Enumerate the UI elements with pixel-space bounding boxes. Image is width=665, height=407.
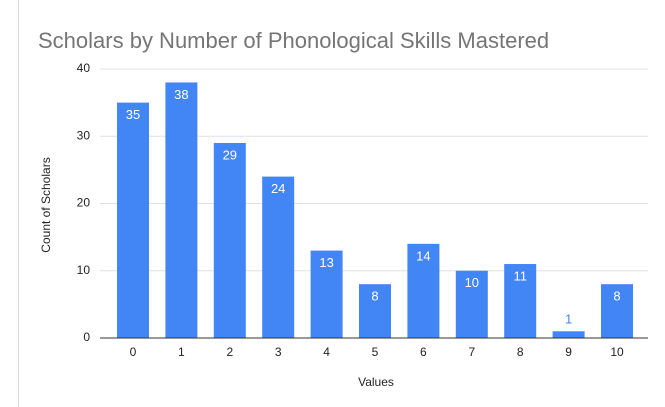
x-tick-label: 7	[468, 345, 475, 359]
data-label: 11	[513, 268, 527, 283]
y-tick-label: 30	[77, 128, 91, 142]
x-tick-label: 4	[323, 345, 330, 359]
data-label: 38	[174, 87, 188, 102]
x-tick-label: 9	[565, 345, 572, 359]
bar	[601, 284, 633, 338]
data-label: 10	[465, 275, 479, 290]
x-axis-label: Values	[358, 375, 394, 389]
data-label: 29	[223, 147, 237, 162]
y-tick-label: 0	[83, 330, 90, 344]
x-tick-label: 0	[130, 345, 137, 359]
data-label: 1	[565, 312, 572, 327]
data-label: 8	[613, 289, 620, 304]
bar	[165, 82, 198, 338]
data-label: 24	[271, 181, 285, 196]
data-label: 8	[371, 289, 378, 304]
bar	[359, 284, 391, 338]
data-label: 13	[319, 255, 333, 270]
x-tick-label: 10	[610, 345, 624, 359]
bar	[504, 264, 537, 338]
data-label: 35	[126, 107, 140, 122]
bar	[455, 270, 488, 338]
x-tick-label: 5	[372, 345, 379, 359]
chart-title: Scholars by Number of Phonological Skill…	[38, 28, 549, 53]
x-tick-label: 8	[517, 345, 524, 359]
bar	[117, 102, 149, 338]
bar	[262, 176, 295, 338]
y-tick-label: 10	[77, 263, 91, 277]
y-axis-label: Count of Scholars	[39, 157, 53, 252]
x-tick-label: 3	[275, 345, 282, 359]
y-tick-label: 40	[77, 61, 91, 75]
bar	[407, 243, 440, 338]
data-label: 14	[416, 248, 430, 263]
x-tick-label: 1	[178, 345, 185, 359]
y-tick-label: 20	[77, 196, 91, 210]
bar	[552, 331, 585, 338]
bar	[213, 142, 246, 338]
x-tick-label: 6	[420, 345, 427, 359]
bar	[310, 250, 343, 338]
x-tick-label: 2	[226, 345, 233, 359]
